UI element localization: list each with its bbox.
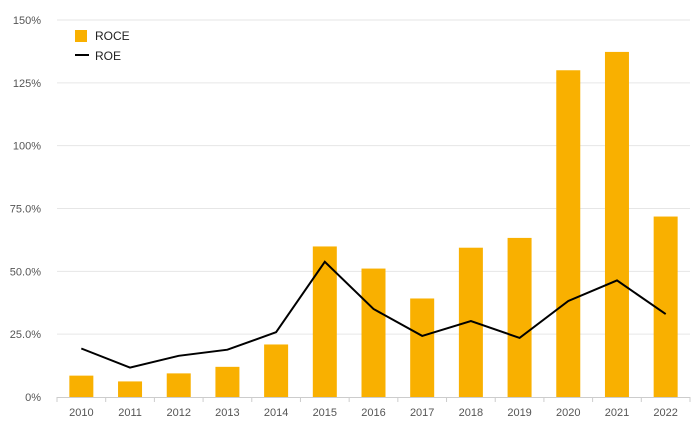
roce-bar xyxy=(507,237,532,397)
roce-bar xyxy=(458,247,483,397)
x-tick-label: 2012 xyxy=(166,407,190,419)
legend-label-roce: ROCE xyxy=(95,29,130,43)
roce-bar xyxy=(556,70,581,398)
y-tick-label: 75.0% xyxy=(10,204,41,216)
x-tick-label: 2015 xyxy=(313,407,337,419)
y-tick-label: 0% xyxy=(25,392,41,404)
x-tick-label: 2021 xyxy=(605,407,629,419)
x-tick-label: 2013 xyxy=(215,407,239,419)
legend-swatch-roce xyxy=(75,30,87,42)
roce-bar xyxy=(69,375,94,397)
y-tick-label: 25.0% xyxy=(10,329,41,341)
x-tick-label: 2017 xyxy=(410,407,434,419)
y-tick-label: 50.0% xyxy=(10,266,41,278)
x-tick-label: 2022 xyxy=(653,407,677,419)
x-tick-label: 2018 xyxy=(459,407,483,419)
roce-bar xyxy=(166,373,191,397)
y-tick-label: 100% xyxy=(13,141,41,153)
roce-bar xyxy=(653,216,678,397)
x-axis: 2010 2011 2012 2013 2014 2015 2016 2017 2018 2019… xyxy=(56,397,691,419)
gridlines xyxy=(57,19,690,335)
x-tick-label: 2019 xyxy=(507,407,531,419)
roce-bars xyxy=(69,51,678,398)
x-tick-label: 2016 xyxy=(361,407,385,419)
roe-line-group xyxy=(80,260,667,369)
roce-bar xyxy=(215,366,240,397)
roce-bar xyxy=(361,268,386,397)
y-tick-label: 150% xyxy=(13,15,41,27)
x-tick-label: 2011 xyxy=(118,407,142,419)
legend-label-roe: ROE xyxy=(95,49,121,63)
roce-bar xyxy=(118,381,143,397)
y-tick-label: 125% xyxy=(13,78,41,90)
legend: ROCE ROE xyxy=(75,29,130,63)
x-tick-label: 2020 xyxy=(556,407,580,419)
roce-bar xyxy=(264,344,289,397)
roce-bar xyxy=(410,298,435,397)
roce-bar xyxy=(604,51,629,397)
roe-line xyxy=(80,260,667,369)
x-tick-label: 2010 xyxy=(69,407,93,419)
y-axis: 0% 25.0% 50.0% 75.0% 100% 125% 150% xyxy=(10,15,41,404)
x-tick-label: 2014 xyxy=(264,407,288,419)
roce-bar xyxy=(312,246,337,397)
